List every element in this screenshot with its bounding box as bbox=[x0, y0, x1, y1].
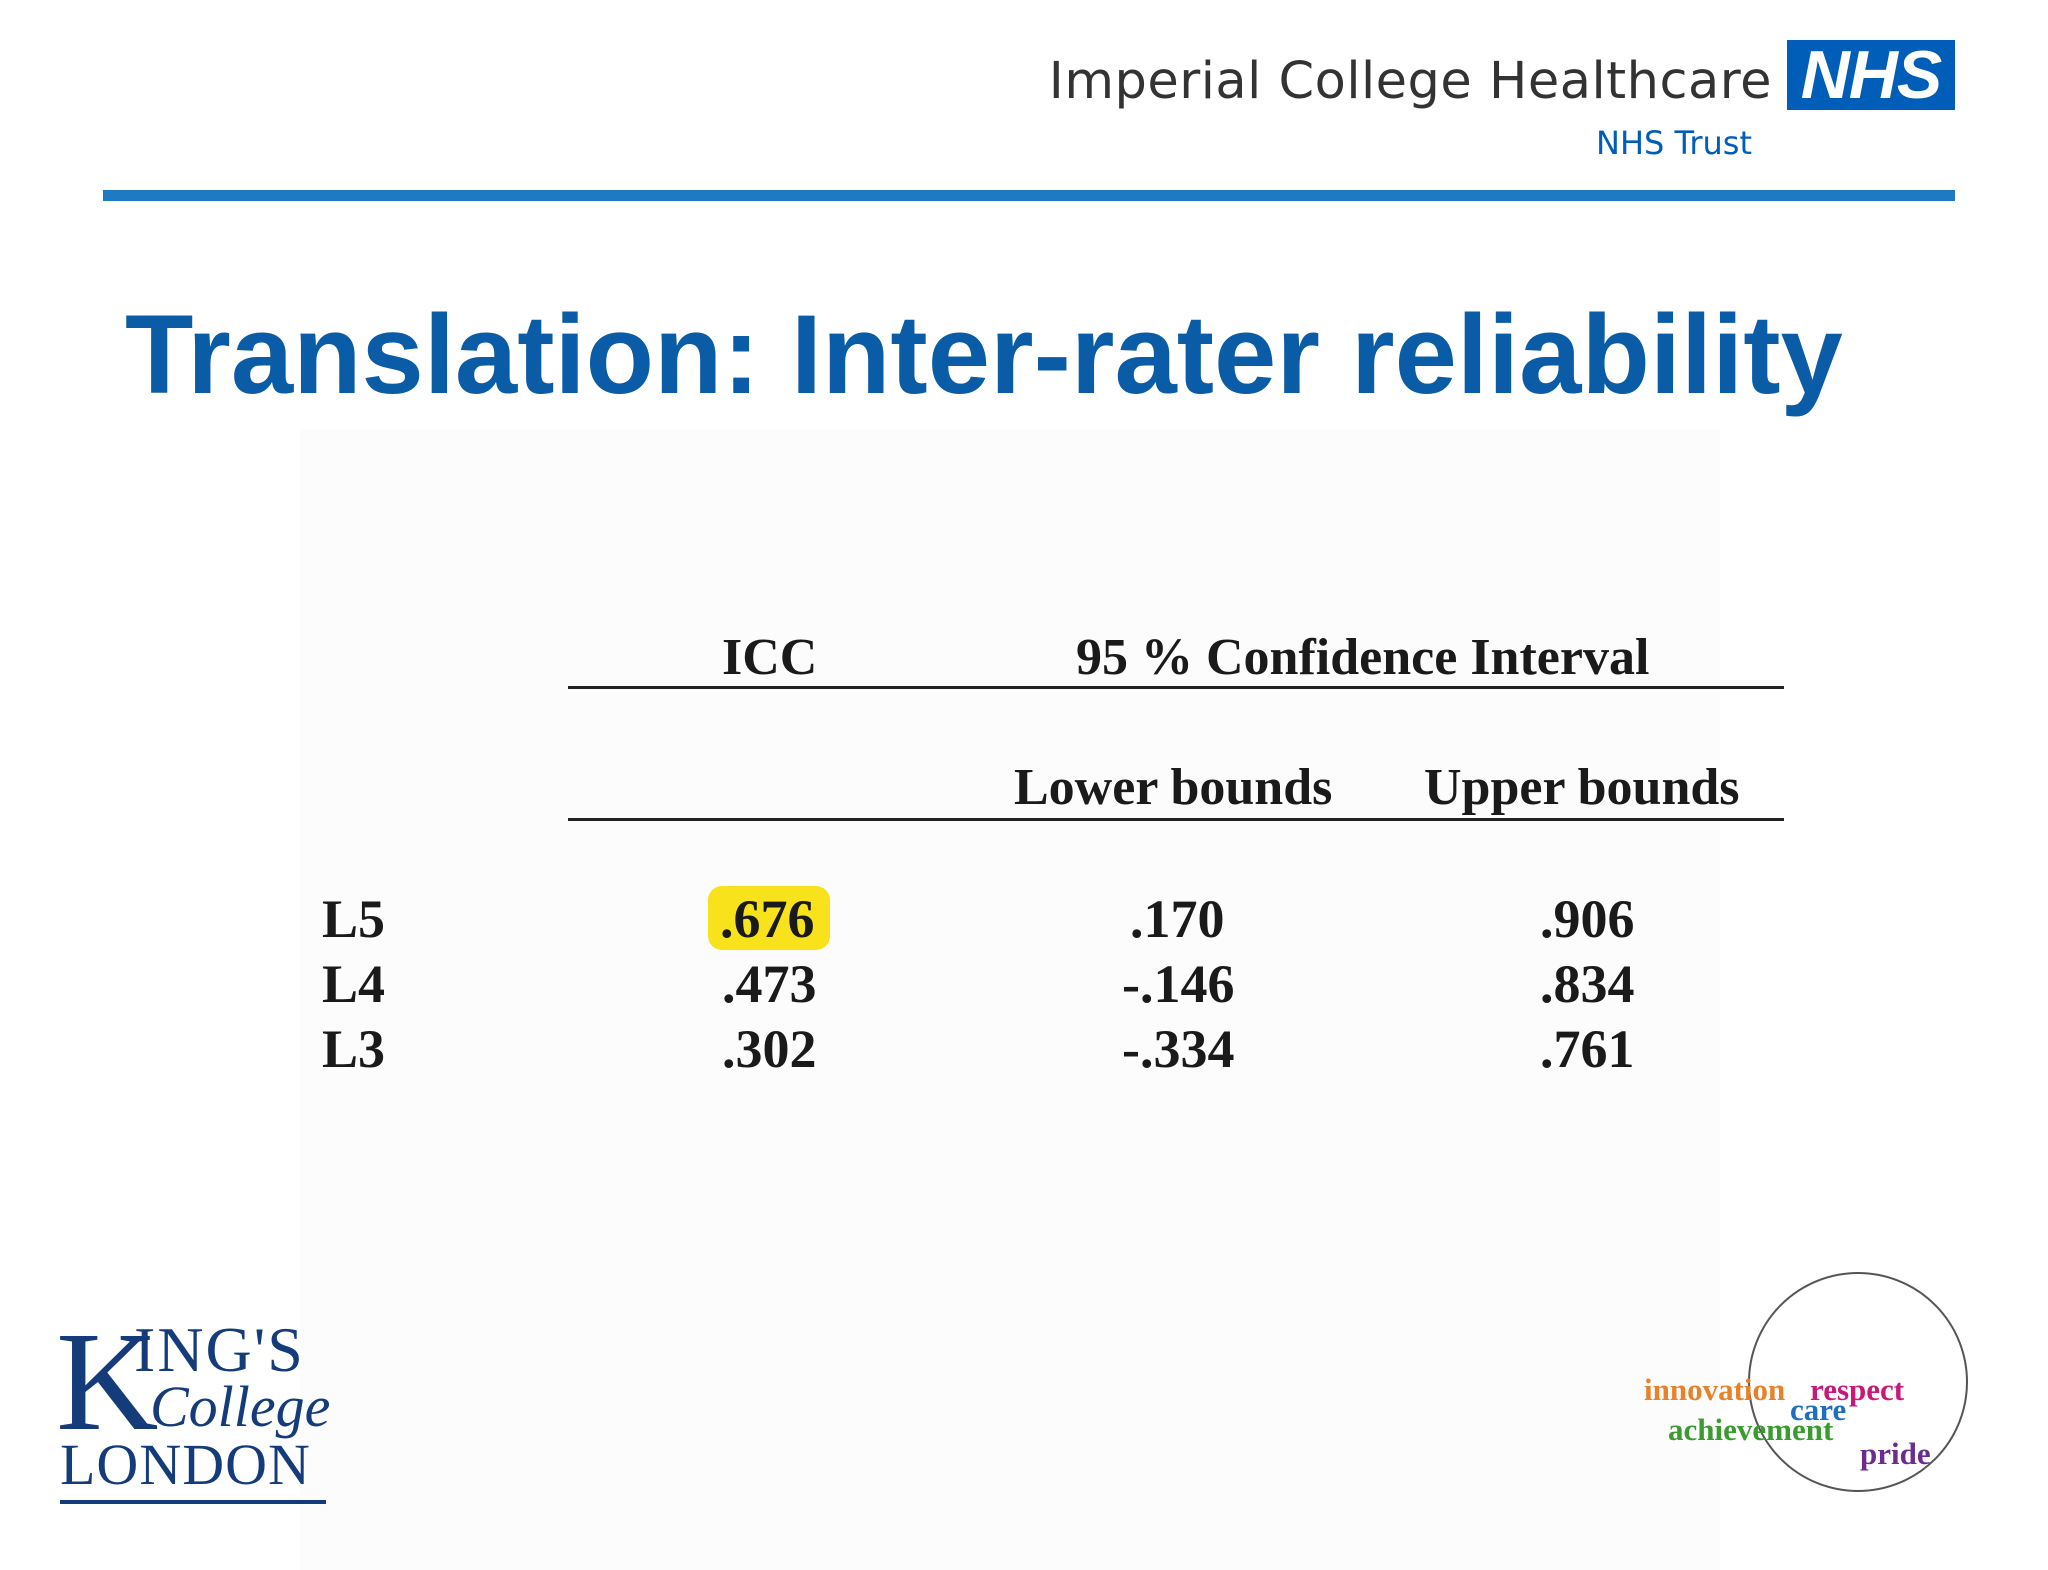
value-respect: respect bbox=[1810, 1372, 1905, 1407]
kcl-logo-ings: ING'S bbox=[134, 1314, 305, 1385]
kcl-logo-london: LONDON bbox=[60, 1432, 311, 1497]
row-level: L5 bbox=[322, 889, 386, 949]
table-image-panel bbox=[300, 430, 1720, 1570]
cell-icc: .473 bbox=[722, 954, 817, 1014]
header-upper-bounds: Upper bounds bbox=[1424, 759, 1740, 816]
cell-lower: -.334 bbox=[1122, 1019, 1235, 1079]
trust-values-logo: innovation respect care achievement prid… bbox=[1640, 1268, 1970, 1504]
header-lower-bounds: Lower bounds bbox=[1014, 759, 1333, 816]
cell-upper: .761 bbox=[1540, 1019, 1635, 1079]
value-achievement: achievement bbox=[1668, 1412, 1834, 1447]
values-circle bbox=[1748, 1272, 1968, 1492]
cell-lower: -.146 bbox=[1122, 954, 1235, 1014]
table-rule-top bbox=[568, 686, 1784, 689]
value-pride: pride bbox=[1860, 1436, 1931, 1471]
value-care: care bbox=[1790, 1392, 1847, 1427]
cell-icc: .302 bbox=[722, 1019, 817, 1079]
cell-upper: .834 bbox=[1540, 954, 1635, 1014]
nhs-badge-text: NHS bbox=[1800, 37, 1943, 113]
cell-upper: .906 bbox=[1540, 889, 1635, 949]
icc-highlight-marker bbox=[708, 886, 830, 950]
slide-title: Translation: Inter-rater reliability bbox=[125, 292, 1843, 417]
header-confidence-interval: 95 % Confidence Interval bbox=[1076, 629, 1650, 686]
header-icc: ICC bbox=[722, 629, 818, 686]
trust-subtitle: NHS Trust bbox=[1596, 124, 1752, 162]
row-level: L4 bbox=[322, 954, 386, 1014]
row-level: L3 bbox=[322, 1019, 386, 1079]
nhs-logo: NHS bbox=[1787, 40, 1955, 110]
trust-name: Imperial College Healthcare bbox=[1048, 52, 1772, 111]
table-rule-mid bbox=[568, 818, 1784, 821]
kcl-logo-college: College bbox=[150, 1374, 331, 1439]
header-divider bbox=[103, 190, 1955, 201]
kcl-logo-k: K bbox=[56, 1302, 159, 1460]
kings-college-london-logo: K ING'S College LONDON bbox=[56, 1310, 336, 1508]
kcl-logo-rule bbox=[60, 1500, 326, 1504]
value-innovation: innovation bbox=[1644, 1372, 1786, 1407]
cell-icc-highlighted: .676 bbox=[720, 889, 815, 949]
cell-lower: .170 bbox=[1130, 889, 1225, 949]
